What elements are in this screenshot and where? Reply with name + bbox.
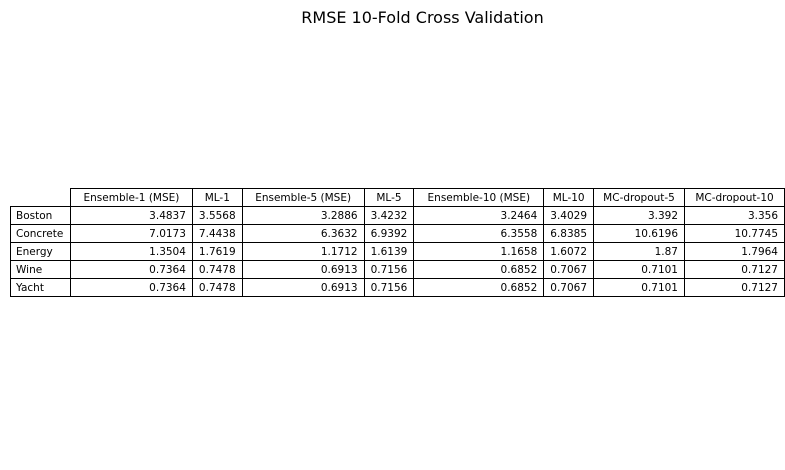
table-cell: 6.9392 (363, 224, 415, 243)
table-cell: 0.7101 (593, 260, 685, 279)
table-cell: 10.7745 (684, 224, 785, 243)
table-cell: 0.7127 (684, 260, 785, 279)
column-header: ML-5 (363, 188, 415, 207)
header-row: Ensemble-1 (MSE) ML-1 Ensemble-5 (MSE) M… (11, 188, 785, 207)
table-cell: 0.7156 (363, 260, 415, 279)
corner-cell (11, 189, 71, 207)
table-cell: 0.6913 (241, 260, 365, 279)
table-row: Yacht 0.7364 0.7478 0.6913 0.7156 0.6852… (10, 278, 785, 297)
column-header: Ensemble-1 (MSE) (69, 188, 193, 207)
table-cell: 3.2886 (241, 206, 365, 225)
table-cell: 3.392 (593, 206, 685, 225)
table-cell: 0.6852 (413, 278, 545, 297)
table-cell: 0.7067 (543, 260, 595, 279)
column-header: MC-dropout-5 (593, 188, 685, 207)
table-cell: 0.7364 (69, 260, 193, 279)
table-row: Concrete 7.0173 7.4438 6.3632 6.9392 6.3… (10, 224, 785, 243)
column-header: ML-10 (543, 188, 595, 207)
table-cell: 0.6913 (241, 278, 365, 297)
table-cell: 3.4232 (363, 206, 415, 225)
column-header: ML-1 (191, 188, 243, 207)
table-cell: 3.4837 (69, 206, 193, 225)
column-header: MC-dropout-10 (684, 188, 785, 207)
column-header: Ensemble-5 (MSE) (241, 188, 365, 207)
table-cell: 7.4438 (191, 224, 243, 243)
table-cell: 1.7619 (191, 242, 243, 261)
table-cell: 10.6196 (593, 224, 685, 243)
row-label: Yacht (10, 278, 71, 297)
table-cell: 0.7478 (191, 278, 243, 297)
table-cell: 0.7364 (69, 278, 193, 297)
table-row: Energy 1.3504 1.7619 1.1712 1.6139 1.165… (10, 242, 785, 261)
row-label: Wine (10, 260, 71, 279)
table-cell: 1.87 (593, 242, 685, 261)
chart-title: RMSE 10-Fold Cross Validation (301, 8, 544, 27)
row-label: Energy (10, 242, 71, 261)
table-cell: 1.1658 (413, 242, 545, 261)
table-cell: 1.7964 (684, 242, 785, 261)
row-label: Boston (10, 206, 71, 225)
table-cell: 1.3504 (69, 242, 193, 261)
table-cell: 0.7101 (593, 278, 685, 297)
table-cell: 0.6852 (413, 260, 545, 279)
table-cell: 3.5568 (191, 206, 243, 225)
table-cell: 1.6139 (363, 242, 415, 261)
row-label: Concrete (10, 224, 71, 243)
table-cell: 0.7156 (363, 278, 415, 297)
table-row: Wine 0.7364 0.7478 0.6913 0.7156 0.6852 … (10, 260, 785, 279)
table-cell: 3.2464 (413, 206, 545, 225)
table-cell: 7.0173 (69, 224, 193, 243)
table-cell: 6.3558 (413, 224, 545, 243)
table-cell: 3.356 (684, 206, 785, 225)
table-cell: 6.3632 (241, 224, 365, 243)
table-cell: 0.7127 (684, 278, 785, 297)
table-cell: 0.7478 (191, 260, 243, 279)
table-row: Boston 3.4837 3.5568 3.2886 3.4232 3.246… (10, 206, 785, 225)
table-cell: 1.6072 (543, 242, 595, 261)
table-cell: 0.7067 (543, 278, 595, 297)
table-cell: 3.4029 (543, 206, 595, 225)
table-cell: 6.8385 (543, 224, 595, 243)
results-table: Ensemble-1 (MSE) ML-1 Ensemble-5 (MSE) M… (10, 188, 785, 297)
column-header: Ensemble-10 (MSE) (413, 188, 545, 207)
table-cell: 1.1712 (241, 242, 365, 261)
